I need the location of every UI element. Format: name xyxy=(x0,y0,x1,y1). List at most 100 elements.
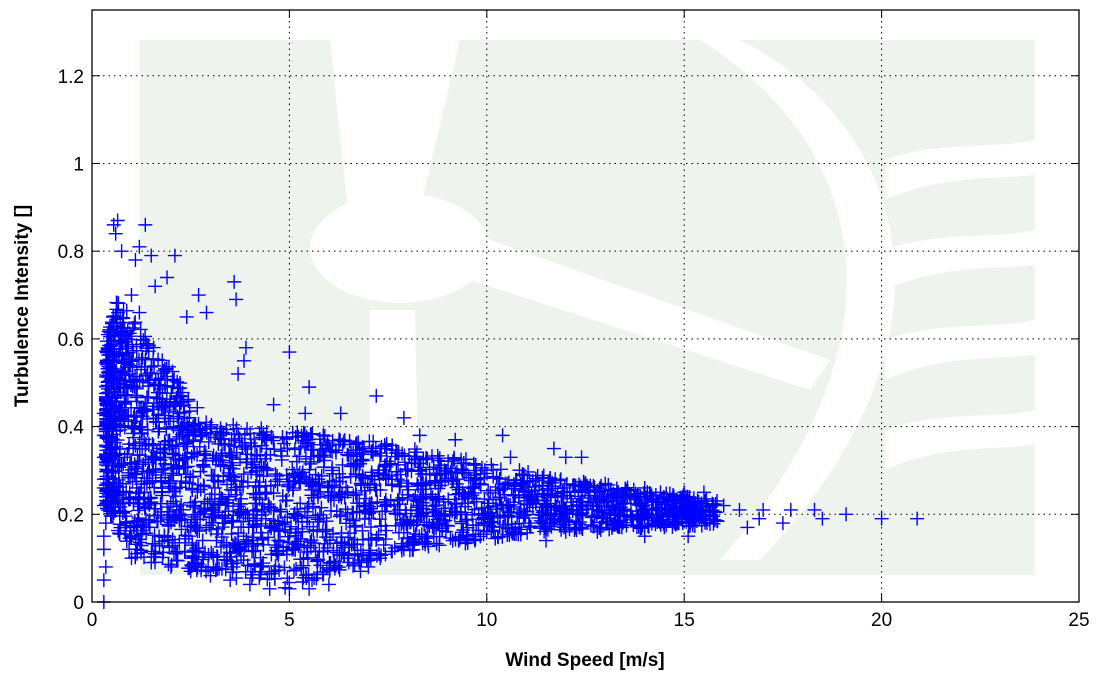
data-point xyxy=(332,509,347,524)
data-point xyxy=(191,416,206,431)
data-point xyxy=(414,527,429,542)
data-point xyxy=(473,477,488,492)
data-point xyxy=(681,498,696,513)
data-point xyxy=(544,487,559,502)
data-point xyxy=(98,559,113,574)
data-point xyxy=(191,288,206,303)
data-point xyxy=(681,529,696,544)
data-point xyxy=(603,482,618,497)
data-point xyxy=(543,515,558,530)
data-point xyxy=(96,498,111,513)
data-point xyxy=(190,400,205,415)
data-point xyxy=(208,430,223,445)
data-point xyxy=(179,309,194,324)
data-point xyxy=(110,213,125,228)
data-point xyxy=(161,359,176,374)
data-point xyxy=(98,516,113,531)
data-point xyxy=(419,451,434,466)
data-point xyxy=(312,476,327,491)
plot-frame xyxy=(91,9,1080,603)
data-point xyxy=(369,530,384,545)
data-point xyxy=(420,451,435,466)
data-point xyxy=(128,252,143,267)
data-point xyxy=(145,436,160,451)
data-point xyxy=(153,445,168,460)
data-point xyxy=(99,344,114,359)
data-point xyxy=(249,448,264,463)
data-point xyxy=(213,457,228,472)
data-point xyxy=(389,445,404,460)
data-point xyxy=(282,525,297,540)
data-point xyxy=(571,485,586,500)
data-point xyxy=(124,288,139,303)
data-point xyxy=(619,483,634,498)
data-point xyxy=(680,499,695,514)
y-tick-label: 0.2 xyxy=(58,505,84,526)
data-point xyxy=(108,366,123,381)
data-point xyxy=(530,468,545,483)
y-tick-label: 1.2 xyxy=(58,67,84,88)
data-point xyxy=(493,508,508,523)
y-tick-label: 0.4 xyxy=(58,418,85,439)
data-point xyxy=(202,518,217,533)
data-point xyxy=(231,525,246,540)
data-point xyxy=(253,550,268,565)
data-point xyxy=(174,498,189,513)
data-point xyxy=(100,477,115,492)
data-point xyxy=(481,496,496,511)
data-point xyxy=(575,499,590,514)
data-point xyxy=(349,487,364,502)
x-tick-label: 25 xyxy=(1068,610,1089,631)
data-point xyxy=(303,454,318,469)
y-axis-label: Turbulence Intensity [] xyxy=(12,205,33,407)
data-point xyxy=(317,450,332,465)
data-point xyxy=(260,461,275,476)
data-point xyxy=(483,514,498,529)
data-point xyxy=(167,398,182,413)
data-point xyxy=(228,487,243,502)
data-point xyxy=(559,505,574,520)
data-point xyxy=(136,404,151,419)
data-point xyxy=(619,518,634,533)
data-point xyxy=(270,469,285,484)
data-point xyxy=(219,538,234,553)
data-point xyxy=(346,558,361,573)
data-point xyxy=(141,515,156,530)
data-point xyxy=(321,577,336,592)
data-point xyxy=(242,511,257,526)
data-point xyxy=(147,508,162,523)
data-point xyxy=(144,248,159,263)
data-point xyxy=(165,441,180,456)
data-point xyxy=(226,439,241,454)
data-point xyxy=(371,466,386,481)
data-point xyxy=(455,463,470,478)
data-point xyxy=(393,479,408,494)
data-point xyxy=(247,556,262,571)
data-point xyxy=(182,404,197,419)
data-point xyxy=(112,333,127,348)
data-point xyxy=(611,520,626,535)
data-point xyxy=(245,567,260,582)
data-point xyxy=(144,555,159,570)
data-point xyxy=(172,429,187,444)
data-point xyxy=(540,522,555,537)
data-point xyxy=(166,468,181,483)
data-point xyxy=(278,493,293,508)
data-point xyxy=(256,469,271,483)
data-point xyxy=(305,426,320,441)
data-point xyxy=(197,479,212,494)
data-point xyxy=(145,536,160,551)
data-point xyxy=(486,469,501,484)
data-point xyxy=(503,450,518,465)
data-point xyxy=(141,375,156,390)
data-point xyxy=(716,498,731,513)
data-point xyxy=(189,558,204,573)
data-point xyxy=(323,503,338,518)
data-point xyxy=(515,467,530,482)
data-point xyxy=(874,511,889,526)
data-point xyxy=(138,438,153,453)
data-point xyxy=(224,556,239,571)
data-point xyxy=(138,368,153,383)
data-point xyxy=(466,456,481,471)
data-point xyxy=(458,452,473,467)
